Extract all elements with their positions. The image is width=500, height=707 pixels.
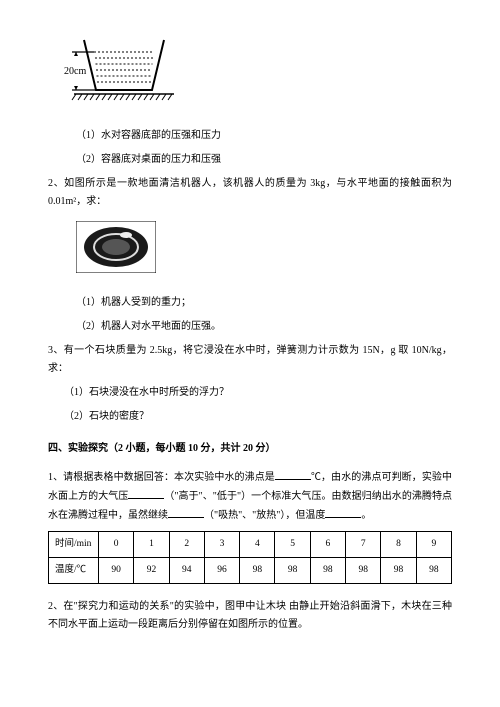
q1-sub2: （2）容器底对桌面的压力和压强 [76, 151, 452, 169]
section4-title: 四、实验探究（2 小题，每小题 10 分，共计 20 分） [48, 440, 452, 458]
q1-sub1: （1）水对容器底部的压强和压力 [76, 127, 452, 145]
cell: 4 [240, 532, 275, 558]
dimension-label: 20cm [64, 66, 86, 77]
cell: 3 [204, 532, 239, 558]
cell: 1 [134, 532, 169, 558]
row2-label: 温度/℃ [49, 558, 99, 584]
table-row: 温度/℃ 90 92 94 96 98 98 98 98 98 98 [49, 558, 452, 584]
cell: 98 [240, 558, 275, 584]
cell: 2 [169, 532, 204, 558]
cell: 6 [310, 532, 345, 558]
table-row: 时间/min 0 1 2 3 4 5 6 7 8 9 [49, 532, 452, 558]
robot-figure [76, 221, 452, 280]
exp1-suffix: 。 [361, 510, 371, 521]
cell: 98 [346, 558, 381, 584]
q3-stem: 3、有一个石块质量为 2.5kg，将它浸没在水中时，弹簧测力计示数为 15N，g… [48, 342, 452, 378]
cell: 94 [169, 558, 204, 584]
q2-sub2: （2）机器人对水平地面的压强。 [76, 318, 452, 336]
cell: 98 [310, 558, 345, 584]
cell: 92 [134, 558, 169, 584]
container-svg: 20cm [64, 32, 174, 104]
blank-3 [168, 506, 204, 518]
blank-4 [325, 506, 361, 518]
cell: 90 [99, 558, 134, 584]
cell: 98 [381, 558, 416, 584]
exp1-mid3: （"吸热"、"放热"），但温度 [204, 510, 325, 521]
exp1-prefix: 1、请根据表格中数据回答：本次实验中水的沸点是 [48, 472, 275, 483]
robot-svg [76, 221, 156, 273]
cell: 98 [275, 558, 310, 584]
exp1-text: 1、请根据表格中数据回答：本次实验中水的沸点是℃，由水的沸点可判断，实验中水面上… [48, 468, 452, 525]
q2-stem: 2、如图所示是一款地面清洁机器人，该机器人的质量为 3kg，与水平地面的接触面积… [48, 175, 452, 211]
blank-1 [275, 468, 311, 480]
cell: 98 [416, 558, 451, 584]
container-figure: 20cm [64, 32, 452, 111]
q2-sub1: （1）机器人受到的重力； [76, 294, 452, 312]
blank-2 [128, 487, 164, 499]
data-table: 时间/min 0 1 2 3 4 5 6 7 8 9 温度/℃ 90 92 94… [48, 531, 452, 584]
row1-label: 时间/min [49, 532, 99, 558]
cell: 96 [204, 558, 239, 584]
exp2-text: 2、在"探究力和运动的关系"的实验中，图甲中让木块 由静止开始沿斜面滑下，木块在… [48, 598, 452, 634]
q3-sub1: （1）石块浸没在水中时所受的浮力？ [64, 384, 452, 402]
cell: 8 [381, 532, 416, 558]
cell: 7 [346, 532, 381, 558]
cell: 9 [416, 532, 451, 558]
cell: 5 [275, 532, 310, 558]
cell: 0 [99, 532, 134, 558]
q3-sub2: （2）石块的密度？ [64, 408, 452, 426]
